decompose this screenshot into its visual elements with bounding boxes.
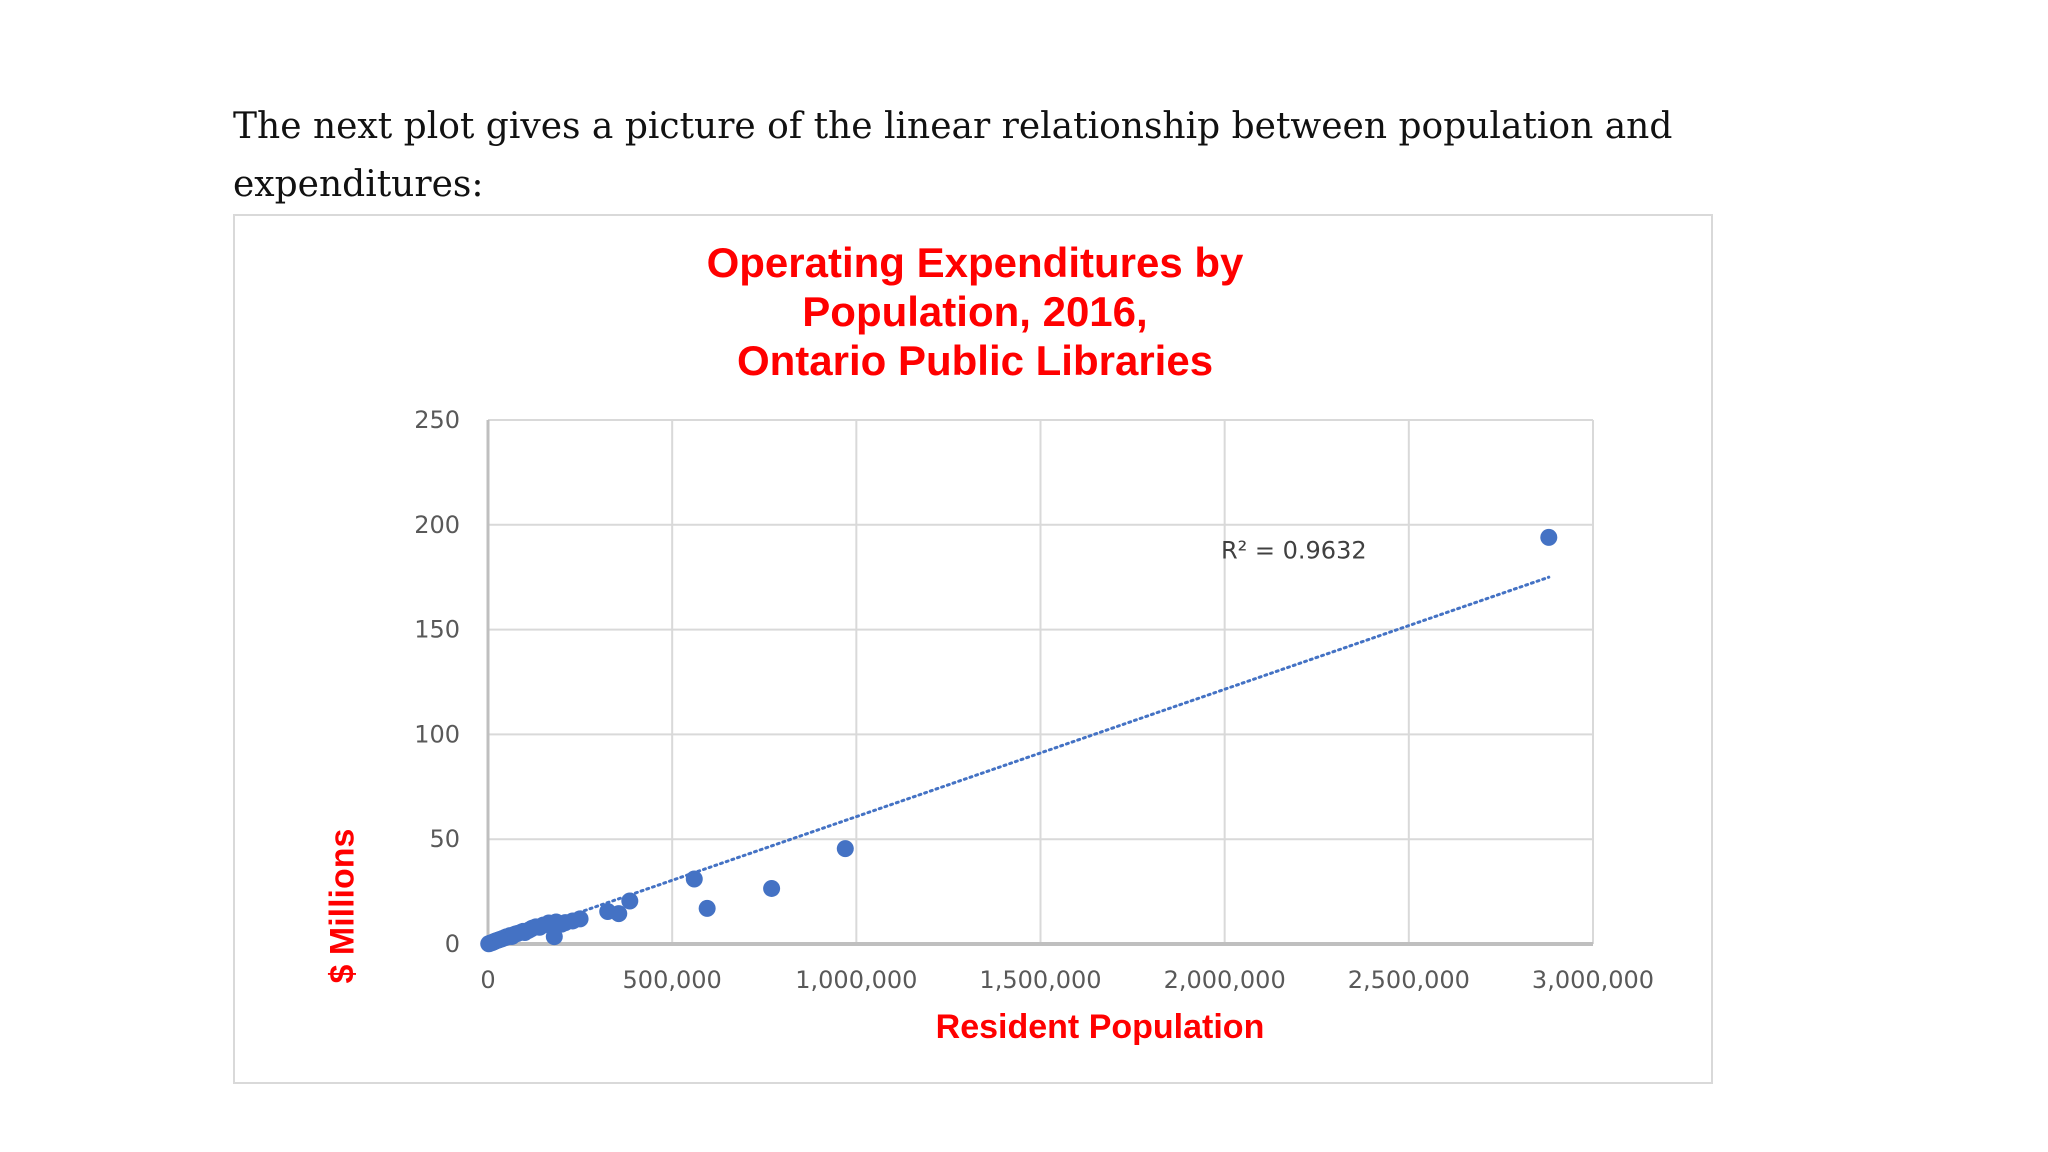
data-point (610, 905, 628, 923)
y-tick-label: 50 (429, 825, 460, 853)
y-tick-label: 200 (414, 511, 460, 539)
x-tick-label: 3,000,000 (1532, 966, 1654, 994)
x-tick-label: 1,500,000 (979, 966, 1101, 994)
y-tick-label: 250 (414, 406, 460, 434)
y-axis-label: $ Millions (323, 828, 362, 984)
x-axis-label: Resident Population (935, 1008, 1265, 1046)
r-squared-label: R² = 0.9632 (1221, 536, 1367, 564)
chart-title: Operating Expenditures by Population, 20… (235, 238, 1715, 385)
x-tick-label: 2,000,000 (1164, 966, 1286, 994)
grid-lines (488, 419, 1594, 944)
y-tick-label: 150 (414, 616, 460, 644)
chart-container: Operating Expenditures by Population, 20… (233, 214, 1713, 1084)
data-point (571, 910, 589, 928)
data-point (685, 870, 703, 888)
trendline (486, 575, 1551, 946)
scatter-plot: R² = 0.9632 0 50 100 150 200 250 0 500,000 1,000… (414, 406, 1654, 994)
x-tick-label: 0 (480, 966, 495, 994)
y-tick-label: 0 (445, 930, 460, 958)
axes (486, 420, 1593, 946)
tick-labels: 0 50 100 150 200 250 0 500,000 1,000,000 1,500,00… (414, 406, 1654, 994)
x-tick-label: 500,000 (623, 966, 722, 994)
data-point (763, 879, 781, 897)
data-point (621, 892, 639, 910)
data-point (1540, 528, 1558, 546)
data-point (698, 899, 716, 917)
data-point (836, 840, 854, 858)
x-tick-label: 2,500,000 (1348, 966, 1470, 994)
intro-paragraph: The next plot gives a picture of the lin… (233, 106, 1673, 205)
trendline-group: R² = 0.9632 (486, 536, 1551, 946)
chart-title-line-2: Population, 2016, (802, 288, 1148, 335)
data-points (480, 528, 1558, 953)
y-tick-label: 100 (414, 720, 460, 748)
chart-title-line-1: Operating Expenditures by (706, 239, 1244, 286)
data-point (545, 928, 563, 946)
x-tick-label: 1,000,000 (795, 966, 917, 994)
chart-title-line-3: Ontario Public Libraries (736, 337, 1214, 384)
